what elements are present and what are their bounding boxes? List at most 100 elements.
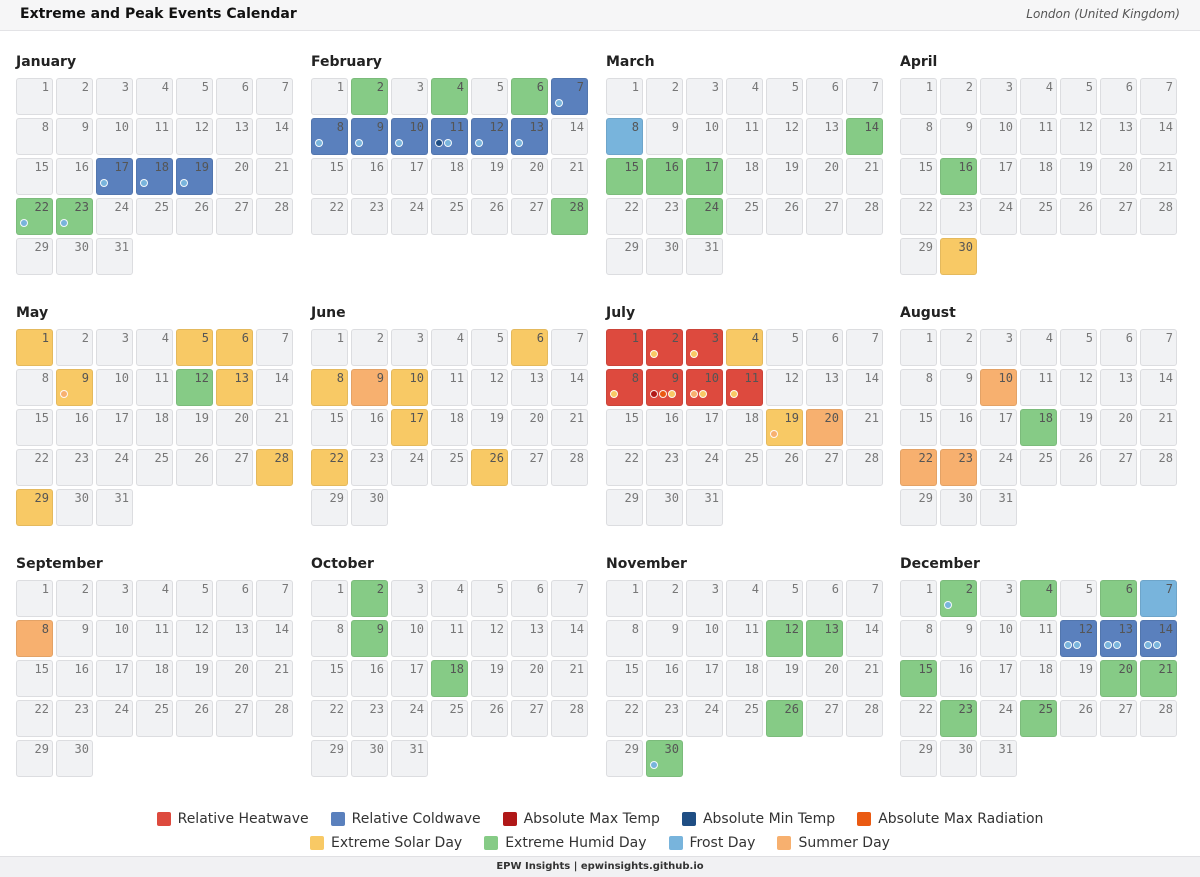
day-cell[interactable]: 10	[980, 369, 1017, 406]
day-cell[interactable]: 20	[1100, 409, 1137, 446]
day-cell[interactable]: 30	[56, 740, 93, 777]
day-cell[interactable]: 3	[980, 78, 1017, 115]
day-cell[interactable]: 20	[216, 158, 253, 195]
day-cell[interactable]: 6	[1100, 78, 1137, 115]
day-cell[interactable]: 18	[136, 409, 173, 446]
day-cell[interactable]: 10	[391, 118, 428, 155]
day-cell[interactable]: 20	[806, 660, 843, 697]
day-cell[interactable]: 15	[311, 660, 348, 697]
day-cell[interactable]: 20	[511, 158, 548, 195]
day-cell[interactable]: 20	[806, 158, 843, 195]
day-cell[interactable]: 7	[1140, 78, 1177, 115]
day-cell[interactable]: 13	[1100, 369, 1137, 406]
day-cell[interactable]: 23	[940, 198, 977, 235]
day-cell[interactable]: 12	[471, 620, 508, 657]
day-cell[interactable]: 5	[1060, 580, 1097, 617]
day-cell[interactable]: 28	[846, 700, 883, 737]
day-cell[interactable]: 28	[846, 198, 883, 235]
day-cell[interactable]: 22	[16, 449, 53, 486]
day-cell[interactable]: 9	[351, 620, 388, 657]
day-cell[interactable]: 10	[980, 118, 1017, 155]
day-cell[interactable]: 21	[846, 660, 883, 697]
day-cell[interactable]: 11	[1020, 620, 1057, 657]
day-cell[interactable]: 20	[216, 660, 253, 697]
day-cell[interactable]: 4	[136, 78, 173, 115]
day-cell[interactable]: 16	[351, 409, 388, 446]
day-cell[interactable]: 15	[16, 660, 53, 697]
day-cell[interactable]: 28	[551, 198, 588, 235]
day-cell[interactable]: 6	[1100, 329, 1137, 366]
day-cell[interactable]: 9	[56, 118, 93, 155]
day-cell[interactable]: 24	[391, 198, 428, 235]
day-cell[interactable]: 27	[511, 449, 548, 486]
day-cell[interactable]: 27	[216, 449, 253, 486]
day-cell[interactable]: 16	[940, 158, 977, 195]
day-cell[interactable]: 26	[176, 700, 213, 737]
day-cell[interactable]: 2	[940, 329, 977, 366]
day-cell[interactable]: 2	[940, 78, 977, 115]
day-cell[interactable]: 15	[16, 158, 53, 195]
day-cell[interactable]: 28	[256, 700, 293, 737]
day-cell[interactable]: 1	[311, 329, 348, 366]
day-cell[interactable]: 10	[391, 620, 428, 657]
day-cell[interactable]: 16	[646, 660, 683, 697]
day-cell[interactable]: 7	[1140, 329, 1177, 366]
day-cell[interactable]: 6	[511, 78, 548, 115]
day-cell[interactable]: 6	[1100, 580, 1137, 617]
day-cell[interactable]: 10	[96, 118, 133, 155]
day-cell[interactable]: 6	[806, 78, 843, 115]
day-cell[interactable]: 13	[216, 620, 253, 657]
day-cell[interactable]: 3	[96, 329, 133, 366]
day-cell[interactable]: 10	[96, 620, 133, 657]
day-cell[interactable]: 4	[1020, 329, 1057, 366]
day-cell[interactable]: 8	[606, 118, 643, 155]
day-cell[interactable]: 13	[511, 369, 548, 406]
day-cell[interactable]: 21	[256, 660, 293, 697]
day-cell[interactable]: 6	[216, 329, 253, 366]
day-cell[interactable]: 29	[311, 740, 348, 777]
day-cell[interactable]: 24	[686, 198, 723, 235]
day-cell[interactable]: 6	[511, 329, 548, 366]
day-cell[interactable]: 5	[176, 78, 213, 115]
day-cell[interactable]: 11	[431, 118, 468, 155]
day-cell[interactable]: 13	[806, 118, 843, 155]
day-cell[interactable]: 9	[646, 620, 683, 657]
day-cell[interactable]: 10	[391, 369, 428, 406]
day-cell[interactable]: 18	[726, 660, 763, 697]
day-cell[interactable]: 14	[551, 620, 588, 657]
day-cell[interactable]: 7	[551, 78, 588, 115]
day-cell[interactable]: 14	[846, 369, 883, 406]
day-cell[interactable]: 24	[686, 449, 723, 486]
day-cell[interactable]: 4	[726, 580, 763, 617]
day-cell[interactable]: 1	[606, 580, 643, 617]
day-cell[interactable]: 20	[1100, 660, 1137, 697]
day-cell[interactable]: 1	[900, 329, 937, 366]
day-cell[interactable]: 26	[176, 198, 213, 235]
day-cell[interactable]: 29	[311, 489, 348, 526]
day-cell[interactable]: 18	[1020, 409, 1057, 446]
day-cell[interactable]: 28	[256, 449, 293, 486]
day-cell[interactable]: 6	[511, 580, 548, 617]
day-cell[interactable]: 31	[686, 489, 723, 526]
day-cell[interactable]: 26	[471, 449, 508, 486]
day-cell[interactable]: 25	[431, 700, 468, 737]
day-cell[interactable]: 29	[16, 489, 53, 526]
day-cell[interactable]: 31	[96, 238, 133, 275]
day-cell[interactable]: 21	[1140, 409, 1177, 446]
day-cell[interactable]: 20	[806, 409, 843, 446]
day-cell[interactable]: 20	[511, 660, 548, 697]
day-cell[interactable]: 17	[686, 660, 723, 697]
day-cell[interactable]: 9	[351, 118, 388, 155]
day-cell[interactable]: 12	[766, 620, 803, 657]
day-cell[interactable]: 1	[900, 580, 937, 617]
day-cell[interactable]: 27	[1100, 700, 1137, 737]
day-cell[interactable]: 18	[136, 660, 173, 697]
day-cell[interactable]: 6	[216, 580, 253, 617]
day-cell[interactable]: 24	[980, 449, 1017, 486]
day-cell[interactable]: 25	[431, 449, 468, 486]
day-cell[interactable]: 25	[1020, 700, 1057, 737]
day-cell[interactable]: 15	[311, 158, 348, 195]
day-cell[interactable]: 23	[646, 449, 683, 486]
day-cell[interactable]: 3	[980, 329, 1017, 366]
day-cell[interactable]: 25	[726, 700, 763, 737]
